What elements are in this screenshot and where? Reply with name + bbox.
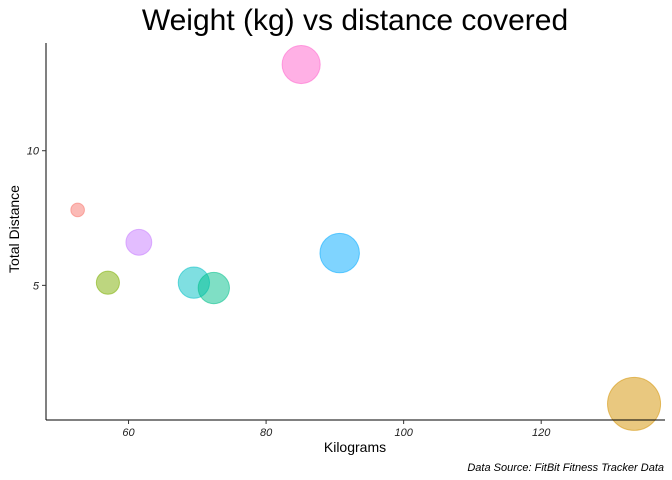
x-tick-label: 60 bbox=[122, 427, 135, 439]
data-point bbox=[125, 228, 153, 256]
y-axis-ticks: 5 10 bbox=[27, 146, 46, 292]
y-tick-label: 5 bbox=[33, 280, 40, 292]
data-point bbox=[607, 376, 662, 431]
x-axis-ticks: 60 80 100 120 bbox=[122, 420, 551, 439]
data-point bbox=[95, 270, 120, 295]
data-points bbox=[70, 45, 662, 431]
y-tick-label: 10 bbox=[27, 146, 40, 158]
x-tick-label: 80 bbox=[260, 427, 273, 439]
y-axis-title: Total Distance bbox=[6, 185, 22, 273]
data-point bbox=[197, 271, 230, 305]
data-point bbox=[319, 232, 360, 274]
x-axis-title: Kilograms bbox=[324, 439, 386, 455]
plot-panel bbox=[46, 43, 665, 420]
x-tick-label: 100 bbox=[394, 427, 413, 439]
data-point bbox=[70, 202, 85, 218]
data-source-caption: Data Source: FitBit Fitness Tracker Data bbox=[467, 462, 664, 474]
x-tick-label: 120 bbox=[532, 427, 551, 439]
data-point bbox=[281, 45, 321, 85]
chart-title: Weight (kg) vs distance covered bbox=[142, 4, 568, 37]
plot-area: 60 80 100 120 5 10 bbox=[27, 43, 665, 439]
